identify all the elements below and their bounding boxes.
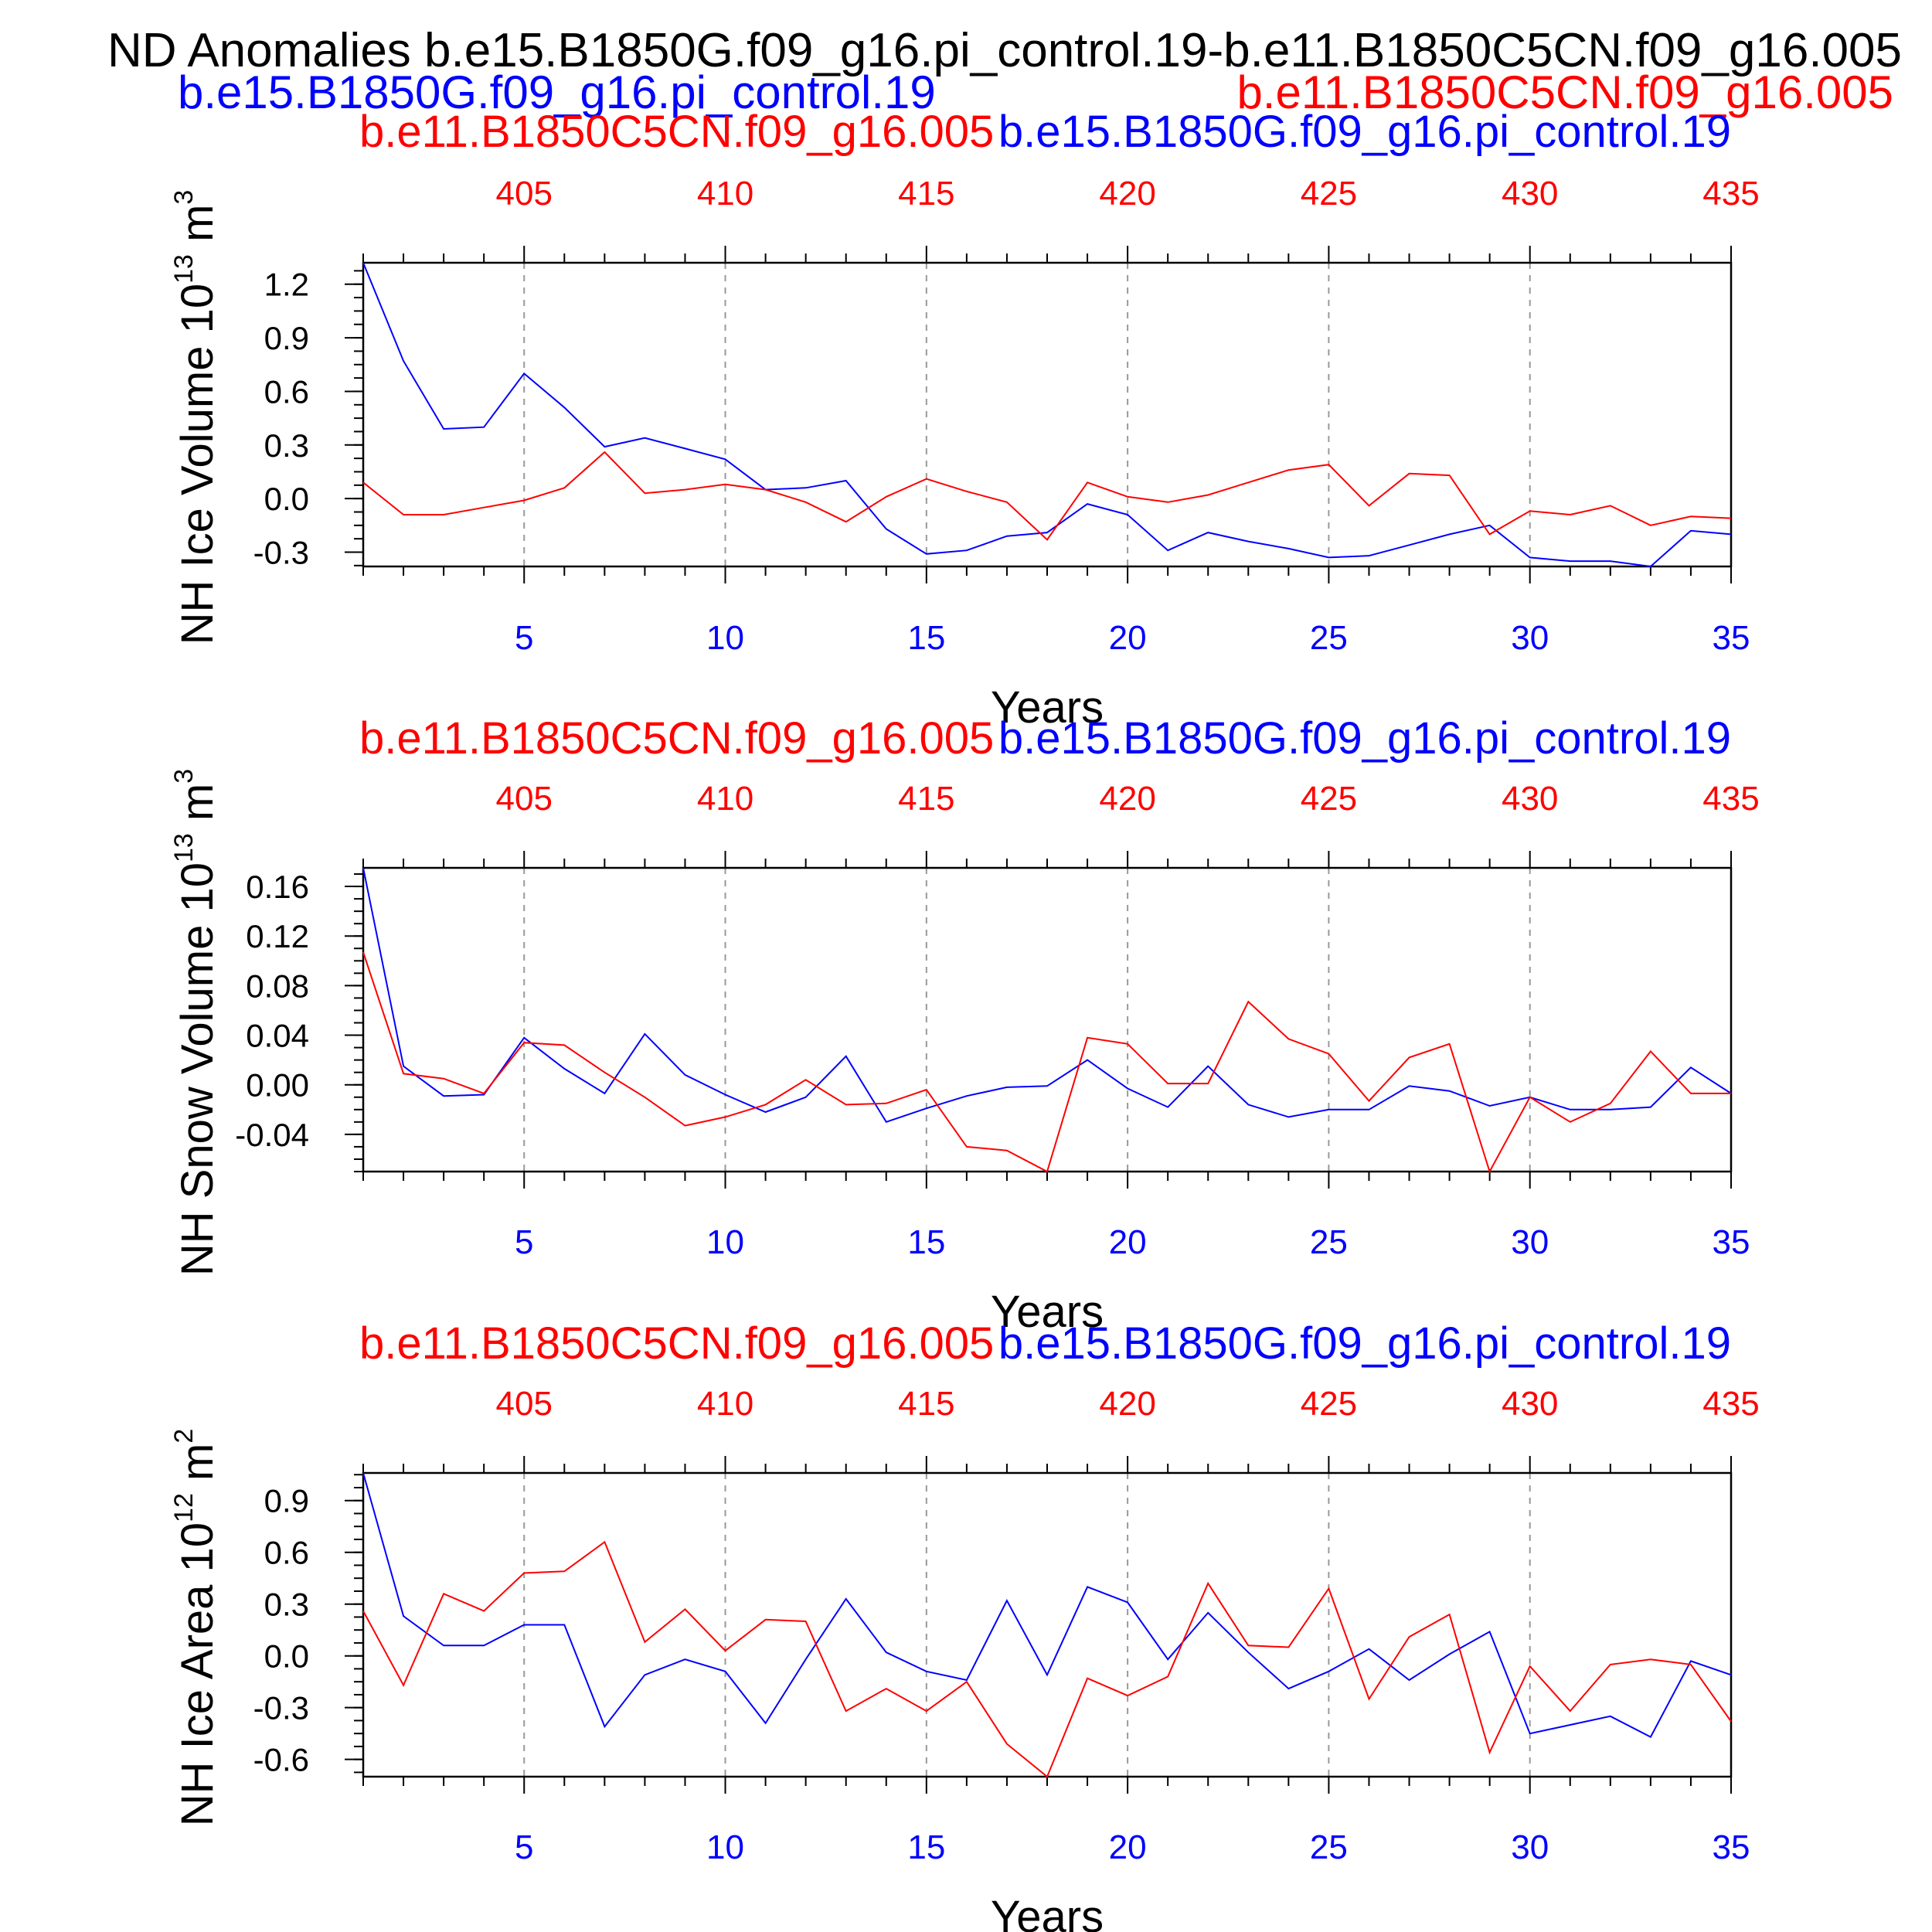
x-tick-label-bottom: 10 <box>706 619 744 657</box>
top-label-blue: b.e15.B1850G.f09_g16.pi_control.19 <box>998 107 1731 157</box>
y-tick-label: 0.6 <box>264 1535 309 1571</box>
y-axis-label: NH Snow Volume 1013 m3 <box>169 769 223 1276</box>
y-tick-label: 0.3 <box>264 1587 309 1623</box>
x-tick-label-top: 405 <box>496 1385 553 1423</box>
x-tick-label-bottom: 30 <box>1511 619 1549 657</box>
x-tick-label-bottom: 20 <box>1109 1223 1147 1261</box>
y-tick-label: 1.2 <box>264 267 309 303</box>
top-label-red: b.e11.B1850C5CN.f09_g16.005 <box>359 713 994 764</box>
series-line-blue <box>362 262 1732 568</box>
series-line-blue <box>362 1472 1732 1738</box>
x-tick-label-bottom: 5 <box>515 1828 533 1866</box>
top-label-red: b.e11.B1850C5CN.f09_g16.005 <box>359 1318 994 1369</box>
x-tick-label-bottom: 25 <box>1310 1828 1348 1866</box>
plot-frame <box>362 866 1733 1173</box>
y-tick-label: 0.3 <box>264 427 309 464</box>
y-axis-label: NH Ice Area 1012 m2 <box>169 1429 223 1827</box>
x-tick-label-top: 420 <box>1099 780 1155 818</box>
x-tick-label-top: 425 <box>1301 175 1357 213</box>
y-tick-label: -0.3 <box>253 1690 309 1726</box>
main-title: ND Anomalies b.e15.B1850G.f09_g16.pi_con… <box>107 24 1902 77</box>
x-tick-label-bottom: 15 <box>907 1828 945 1866</box>
x-tick-label-top: 410 <box>697 1385 753 1423</box>
x-tick-label-bottom: 35 <box>1713 1828 1750 1866</box>
y-tick-label: -0.6 <box>253 1742 309 1778</box>
y-tick-label: 0.08 <box>246 968 309 1004</box>
x-tick-label-top: 410 <box>697 175 753 213</box>
x-tick-label-top: 410 <box>697 780 753 818</box>
series-line-blue <box>362 867 1732 1124</box>
x-tick-label-top: 420 <box>1099 1385 1155 1423</box>
x-tick-label-bottom: 20 <box>1109 619 1147 657</box>
x-tick-label-top: 425 <box>1301 1385 1357 1423</box>
x-tick-label-bottom: 15 <box>907 1223 945 1261</box>
y-tick-label: 0.9 <box>264 320 309 356</box>
x-tick-label-bottom: 30 <box>1511 1828 1549 1866</box>
y-tick-label: 0.0 <box>264 1638 309 1675</box>
x-tick-label-bottom: 25 <box>1310 1223 1348 1261</box>
y-tick-label: 0.9 <box>264 1483 309 1519</box>
x-tick-label-top: 430 <box>1502 1385 1558 1423</box>
x-tick-label-top: 435 <box>1702 175 1759 213</box>
x-tick-label-top: 405 <box>496 175 553 213</box>
x-tick-label-top: 415 <box>898 780 954 818</box>
header-red-label: b.e11.B1850C5CN.f09_g16.005 <box>1236 66 1893 118</box>
plot-frame <box>362 261 1733 568</box>
x-tick-label-bottom: 20 <box>1109 1828 1147 1866</box>
y-axis-label: NH Ice Volume 1013 m3 <box>169 190 223 645</box>
x-tick-label-top: 435 <box>1702 780 1759 818</box>
x-tick-label-bottom: 30 <box>1511 1223 1549 1261</box>
x-tick-label-bottom: 15 <box>907 619 945 657</box>
x-tick-label-top: 435 <box>1702 1385 1759 1423</box>
series-line-red <box>362 1540 1732 1778</box>
x-tick-label-bottom: 5 <box>515 619 533 657</box>
y-tick-label: 0.04 <box>246 1018 309 1054</box>
x-tick-label-top: 430 <box>1502 780 1558 818</box>
header-blue-label: b.e15.B1850G.f09_g16.pi_control.19 <box>178 66 936 118</box>
chart-panel-2: b.e11.B1850C5CN.f09_g16.005 b.e15.B1850G.… <box>169 713 1760 1337</box>
x-tick-label-top: 415 <box>898 175 954 213</box>
x-tick-label-top: 430 <box>1502 175 1558 213</box>
chart-panel-1: b.e11.B1850C5CN.f09_g16.005 b.e15.B1850G.… <box>169 107 1760 733</box>
y-tick-label: 0.00 <box>246 1067 309 1104</box>
x-tick-label-bottom: 10 <box>706 1828 744 1866</box>
top-label-blue: b.e15.B1850G.f09_g16.pi_control.19 <box>998 713 1731 764</box>
x-tick-label-top: 405 <box>496 780 553 818</box>
plot-frame <box>362 1471 1733 1778</box>
y-tick-label: 0.6 <box>264 373 309 410</box>
x-tick-label-bottom: 35 <box>1713 1223 1750 1261</box>
x-tick-label-top: 425 <box>1301 780 1357 818</box>
x-tick-label-top: 420 <box>1099 175 1155 213</box>
y-tick-label: -0.3 <box>253 535 309 571</box>
y-tick-label: 0.0 <box>264 481 309 517</box>
series-line-red <box>362 451 1732 541</box>
x-tick-label-bottom: 5 <box>515 1223 533 1261</box>
x-axis-label: Years <box>991 1892 1104 1932</box>
top-label-blue: b.e15.B1850G.f09_g16.pi_control.19 <box>998 1318 1731 1369</box>
series-line-red <box>362 951 1731 1174</box>
x-axis-label: Years <box>991 682 1104 733</box>
y-tick-label: 0.12 <box>246 918 309 954</box>
top-label-red: b.e11.B1850C5CN.f09_g16.005 <box>359 107 994 157</box>
y-tick-label: -0.04 <box>235 1117 309 1153</box>
y-tick-label: 0.16 <box>246 869 309 905</box>
x-axis-label: Years <box>991 1287 1104 1337</box>
x-tick-label-bottom: 25 <box>1310 619 1348 657</box>
x-tick-label-top: 415 <box>898 1385 954 1423</box>
chart-panel-3: b.e11.B1850C5CN.f09_g16.005 b.e15.B1850G.… <box>169 1318 1760 1932</box>
x-tick-label-bottom: 35 <box>1713 619 1750 657</box>
x-tick-label-bottom: 10 <box>706 1223 744 1261</box>
